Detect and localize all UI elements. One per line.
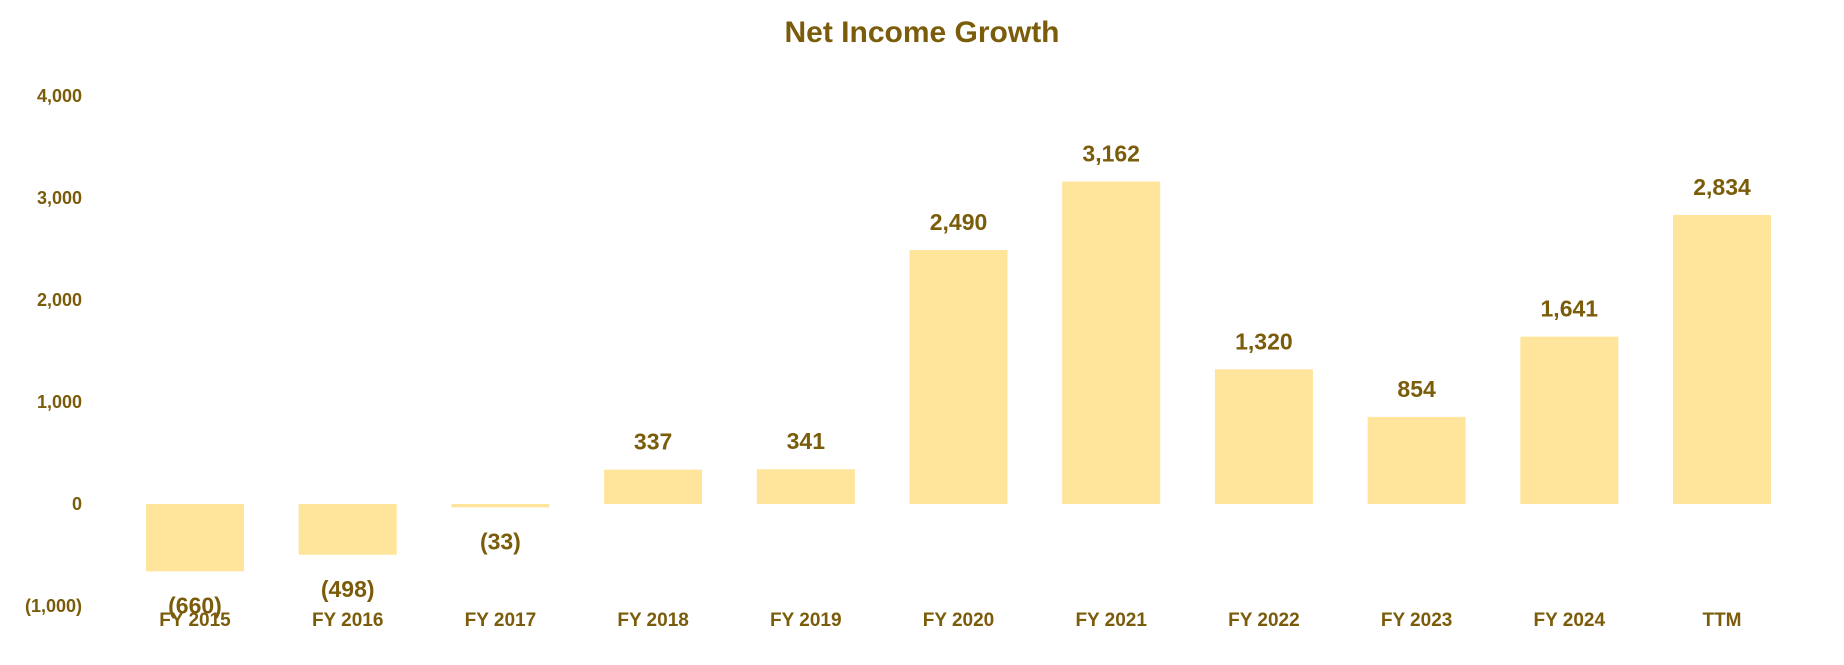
data-label: 854 [1397,376,1436,402]
data-label: (498) [321,576,375,602]
x-tick-label: FY 2023 [1381,610,1452,631]
x-tick-label: FY 2022 [1228,610,1299,631]
x-tick-label: FY 2017 [465,610,536,631]
bar [298,504,397,555]
bar [909,250,1008,504]
x-tick-label: FY 2016 [312,610,383,631]
bar [1520,336,1619,504]
bar [604,469,703,504]
data-label: 2,490 [930,209,988,235]
y-tick-label: 1,000 [37,392,82,412]
bar [146,504,244,572]
data-label: 2,834 [1693,174,1751,200]
x-tick-label: FY 2021 [1075,610,1147,631]
chart-title: Net Income Growth [784,16,1060,49]
y-tick-label: 4,000 [37,86,82,106]
data-label: (660) [168,592,222,618]
bar [1673,214,1771,504]
bar [756,469,855,504]
y-tick-label: (1,000) [25,596,82,616]
bar [1367,416,1466,504]
bar [1062,181,1161,504]
data-label: 1,641 [1541,296,1599,322]
data-label: (33) [480,528,521,554]
bar [1214,369,1313,504]
y-tick-label: 0 [72,494,82,514]
x-tick-label: FY 2020 [923,610,994,631]
x-tick-label: TTM [1702,610,1741,631]
y-tick-label: 2,000 [37,290,82,310]
data-label: 1,320 [1235,328,1293,354]
x-tick-label: FY 2018 [617,610,688,631]
data-label: 337 [634,429,672,455]
x-tick-label: FY 2015 [159,610,231,631]
data-label: 3,162 [1082,140,1140,166]
bar [451,504,550,508]
x-tick-label: FY 2019 [770,610,841,631]
y-tick-label: 3,000 [37,188,82,208]
x-tick-label: FY 2024 [1534,610,1606,631]
data-label: 341 [787,428,826,454]
